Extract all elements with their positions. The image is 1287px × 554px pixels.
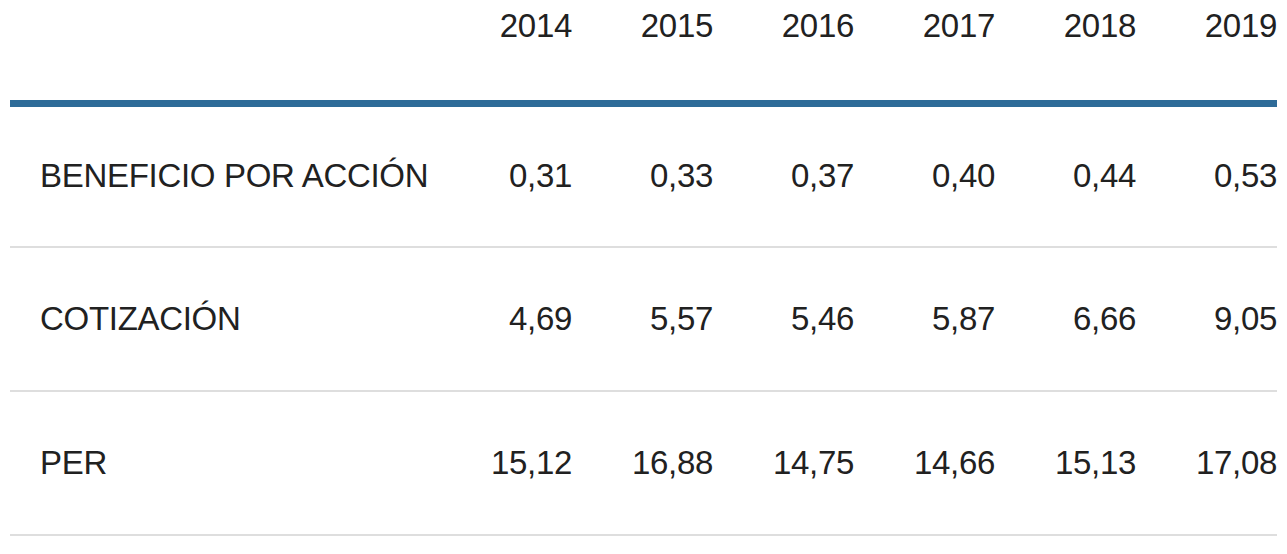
value-cell: 9,05 <box>1136 247 1277 391</box>
value-cell: 0,33 <box>572 103 713 247</box>
year-header-2017: 2017 <box>854 0 995 103</box>
value-cell: 16,88 <box>572 391 713 535</box>
year-header-2018: 2018 <box>995 0 1136 103</box>
year-header-2016: 2016 <box>713 0 854 103</box>
year-header-2014: 2014 <box>431 0 572 103</box>
value-cell: 0,40 <box>854 103 995 247</box>
per-valuation-table: 2014 2015 2016 2017 2018 2019 BENEFICIO … <box>10 0 1277 536</box>
financial-metrics-page: 2014 2015 2016 2017 2018 2019 BENEFICIO … <box>0 0 1287 536</box>
value-cell: 14,75 <box>713 391 854 535</box>
value-cell: 0,37 <box>713 103 854 247</box>
value-cell: 4,69 <box>431 247 572 391</box>
row-label: PER <box>10 391 431 535</box>
value-cell: 5,46 <box>713 247 854 391</box>
table-row-beneficio-por-accion: BENEFICIO POR ACCIÓN 0,31 0,33 0,37 0,40… <box>10 103 1277 247</box>
header-row: 2014 2015 2016 2017 2018 2019 <box>10 0 1277 103</box>
value-cell: 5,57 <box>572 247 713 391</box>
year-header-2015: 2015 <box>572 0 713 103</box>
corner-header-cell <box>10 0 431 103</box>
value-cell: 5,87 <box>854 247 995 391</box>
year-header-2019: 2019 <box>1136 0 1277 103</box>
value-cell: 6,66 <box>995 247 1136 391</box>
table-row-cotizacion: COTIZACIÓN 4,69 5,57 5,46 5,87 6,66 9,05 <box>10 247 1277 391</box>
value-cell: 0,31 <box>431 103 572 247</box>
row-label: COTIZACIÓN <box>10 247 431 391</box>
value-cell: 0,44 <box>995 103 1136 247</box>
value-cell: 15,13 <box>995 391 1136 535</box>
value-cell: 17,08 <box>1136 391 1277 535</box>
value-cell: 0,53 <box>1136 103 1277 247</box>
table-row-per: PER 15,12 16,88 14,75 14,66 15,13 17,08 <box>10 391 1277 535</box>
value-cell: 15,12 <box>431 391 572 535</box>
value-cell: 14,66 <box>854 391 995 535</box>
row-label: BENEFICIO POR ACCIÓN <box>10 103 431 247</box>
